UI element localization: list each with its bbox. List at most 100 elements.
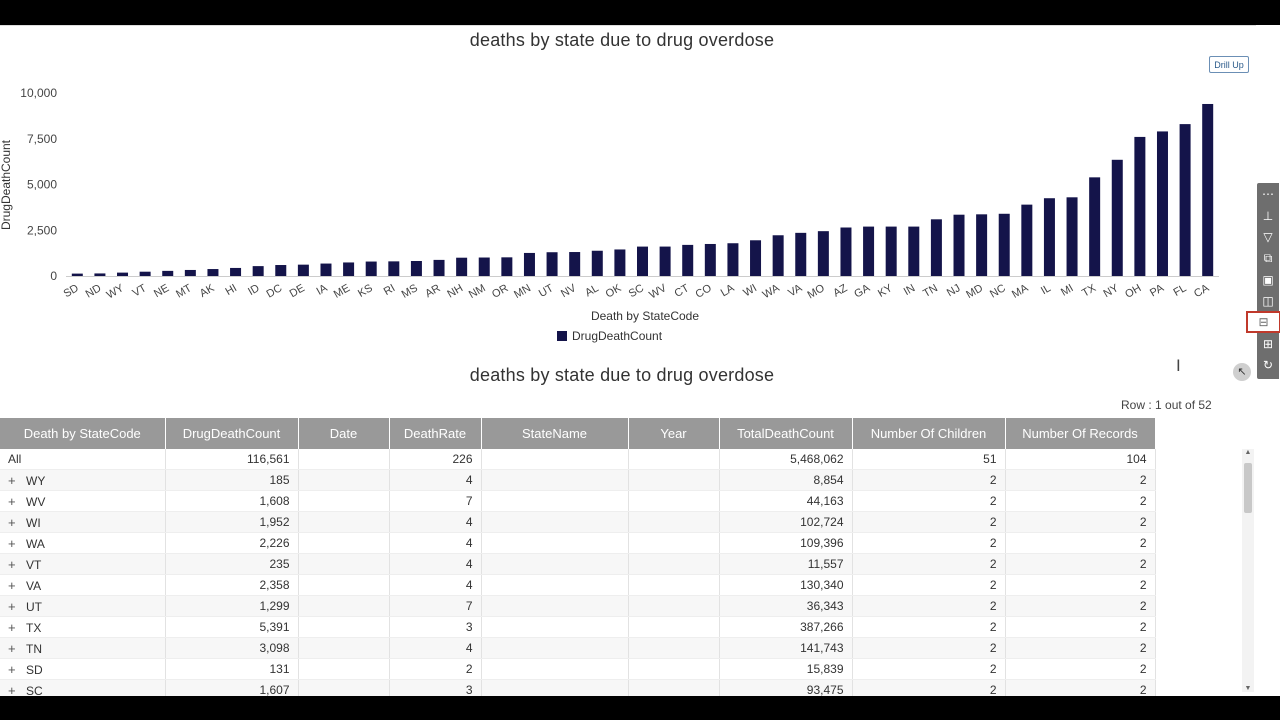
cell-state: [481, 574, 629, 596]
x-tick-label: FL: [1171, 282, 1188, 299]
cell-total: 130,340: [719, 574, 853, 596]
bar-AK: [207, 269, 219, 276]
column-header[interactable]: DrugDeathCount: [165, 418, 299, 449]
x-tick-label: SD: [62, 282, 81, 300]
x-axis-label: Death by StateCode: [591, 309, 699, 323]
cell-rate: 4: [389, 469, 482, 491]
table-row[interactable]: + WA 2,226 4 109,396 2 2: [0, 532, 1156, 554]
column-header[interactable]: StateName: [481, 418, 629, 449]
y-axis-label: DrugDeathCount: [0, 139, 13, 230]
grip-icon[interactable]: ⋯: [1262, 187, 1274, 201]
cell-drug: 116,561: [165, 449, 299, 470]
vertical-scrollbar[interactable]: ▲ ▼: [1242, 449, 1254, 692]
column-header[interactable]: DeathRate: [389, 418, 482, 449]
scroll-thumb[interactable]: [1244, 463, 1252, 513]
cell-records: 2: [1005, 469, 1156, 491]
bar-AL: [591, 250, 603, 276]
column-header[interactable]: Date: [298, 418, 390, 449]
cell-records: 2: [1005, 532, 1156, 554]
cell-year: [628, 553, 720, 575]
x-tick-label: UT: [537, 282, 556, 300]
expand-icon[interactable]: +: [8, 556, 16, 572]
x-tick-label: TX: [1080, 282, 1099, 300]
y-tick-label: 5,000: [27, 178, 57, 192]
bar-KS: [365, 261, 377, 276]
expand-icon[interactable]: +: [8, 577, 16, 593]
scroll-up-icon[interactable]: ▲: [1244, 449, 1252, 456]
bar-WA: [772, 235, 784, 276]
cell-date: [298, 658, 390, 680]
cube-icon[interactable]: ◫: [1262, 294, 1274, 308]
table-row[interactable]: + SC 1,607 3 93,475 2 2: [0, 679, 1156, 697]
row-count-info: Row : 1 out of 52: [1121, 398, 1212, 412]
cell-date: [298, 553, 390, 575]
x-tick-label: MI: [1059, 282, 1076, 299]
cell-year: [628, 469, 720, 491]
bar-CT: [682, 244, 694, 276]
drill-up-button[interactable]: Drill Up: [1209, 56, 1249, 73]
filter-icon[interactable]: ▽: [1263, 230, 1273, 244]
resize-handle-icon[interactable]: ↖: [1233, 363, 1251, 381]
table-row[interactable]: + UT 1,299 7 36,343 2 2: [0, 595, 1156, 617]
x-tick-label: ME: [332, 282, 352, 301]
bar-VT: [139, 271, 151, 276]
cell-total: 109,396: [719, 532, 853, 554]
cell-code: All: [0, 449, 166, 470]
cell-children: 2: [852, 595, 1006, 617]
cell-drug: 2,226: [165, 532, 299, 554]
column-header[interactable]: Number Of Records: [1005, 418, 1156, 449]
bar-OH: [1134, 136, 1146, 276]
expand-icon[interactable]: +: [8, 682, 16, 697]
x-tick-label: NH: [445, 282, 465, 300]
expand-icon[interactable]: +: [8, 640, 16, 656]
bar-OR: [501, 257, 513, 276]
column-header[interactable]: Number Of Children: [852, 418, 1006, 449]
layers-icon[interactable]: ▣: [1262, 273, 1274, 287]
cell-children: 2: [852, 679, 1006, 696]
cell-children: 2: [852, 469, 1006, 491]
table-row[interactable]: + VA 2,358 4 130,340 2 2: [0, 574, 1156, 596]
pivot-icon[interactable]: ⊟: [1246, 311, 1280, 333]
column-header[interactable]: TotalDeathCount: [719, 418, 853, 449]
y-tick-label: 2,500: [27, 223, 57, 237]
cell-drug: 1,608: [165, 490, 299, 512]
expand-icon[interactable]: +: [8, 535, 16, 551]
cell-year: [628, 511, 720, 533]
table-row[interactable]: + SD 131 2 15,839 2 2: [0, 658, 1156, 680]
bar-NM: [478, 257, 490, 276]
expand-icon[interactable]: +: [8, 472, 16, 488]
cell-children: 2: [852, 490, 1006, 512]
table-row[interactable]: + WI 1,952 4 102,724 2 2: [0, 511, 1156, 533]
x-tick-label: NE: [152, 282, 171, 300]
x-tick-label: KS: [356, 282, 375, 300]
bar-TN: [930, 219, 942, 276]
column-header[interactable]: Death by StateCode: [0, 418, 166, 449]
refresh-icon[interactable]: ↻: [1262, 358, 1274, 372]
x-tick-label: SC: [627, 282, 646, 300]
table-row[interactable]: + VT 235 4 11,557 2 2: [0, 553, 1156, 575]
table-row[interactable]: + TN 3,098 4 141,743 2 2: [0, 637, 1156, 659]
expand-icon[interactable]: +: [8, 493, 16, 509]
expand-icon[interactable]: +: [8, 514, 16, 530]
pin-icon[interactable]: ⊥: [1262, 209, 1274, 223]
bar-DE: [297, 264, 309, 276]
table-row[interactable]: + WY 185 4 8,854 2 2: [0, 469, 1156, 491]
x-tick-label: MO: [806, 282, 828, 301]
grid-icon[interactable]: ⊞: [1262, 337, 1274, 351]
y-tick-label: 10,000: [20, 86, 57, 100]
column-header[interactable]: Year: [628, 418, 720, 449]
cell-drug: 5,391: [165, 616, 299, 638]
cell-date: [298, 469, 390, 491]
bar-MO: [817, 231, 829, 276]
expand-icon[interactable]: +: [8, 598, 16, 614]
expand-icon[interactable]: +: [8, 619, 16, 635]
bar-MD: [976, 214, 988, 276]
scroll-down-icon[interactable]: ▼: [1244, 685, 1252, 692]
export-icon[interactable]: ⧉: [1263, 251, 1273, 265]
expand-icon[interactable]: +: [8, 661, 16, 677]
table-row[interactable]: + TX 5,391 3 387,266 2 2: [0, 616, 1156, 638]
x-tick-label: TN: [921, 282, 940, 300]
bar-UT: [546, 252, 558, 276]
table-row[interactable]: + WV 1,608 7 44,163 2 2: [0, 490, 1156, 512]
table-row[interactable]: All 116,561 226 5,468,062 51 104: [0, 449, 1156, 470]
